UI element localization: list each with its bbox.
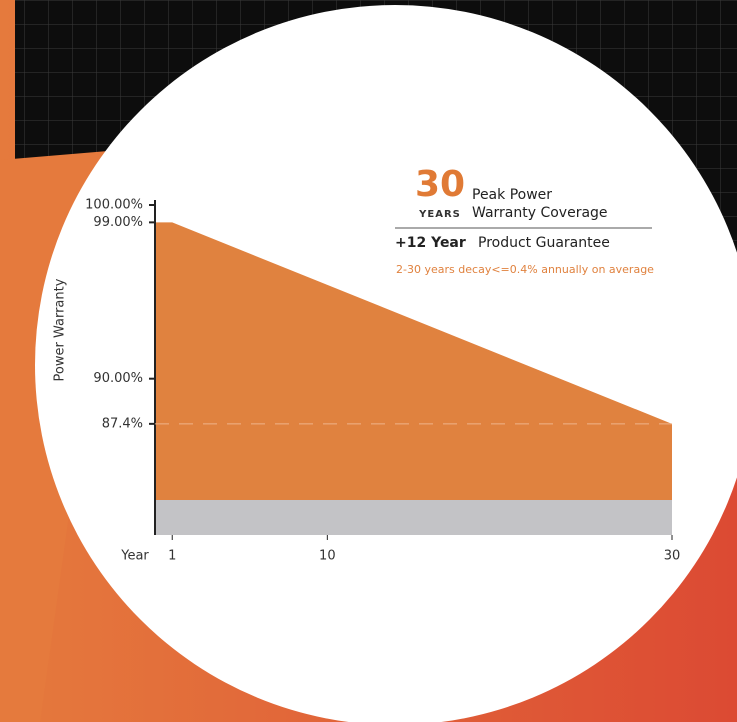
x-tick-label: 1: [168, 549, 176, 564]
x-tick-label: 30: [664, 549, 681, 564]
annotation: 2-30 years decay<=0.4% annually on avera…: [396, 263, 654, 276]
x-tick-label: 10: [319, 549, 336, 564]
badge-number: 30: [415, 164, 465, 205]
badge-line2: Warranty Coverage: [472, 205, 608, 221]
badge-line1: Peak Power: [472, 187, 552, 203]
guarantee-bold: +12 Year: [395, 235, 466, 251]
y-tick-label: 99.00%: [93, 215, 143, 230]
x-axis-label: Year: [120, 549, 149, 564]
y-tick-label: 100.00%: [85, 198, 143, 213]
area: [155, 222, 672, 501]
badge-unit: YEARS: [418, 209, 461, 220]
y-axis-label: Power Warranty: [53, 278, 68, 381]
guarantee-text: Product Guarantee: [478, 235, 610, 251]
badge: 30 YEARS Peak Power Warranty Coverage +1…: [395, 164, 654, 276]
y-tick-label: 90.00%: [93, 371, 143, 386]
y-tick-label: 87.4%: [102, 416, 143, 431]
